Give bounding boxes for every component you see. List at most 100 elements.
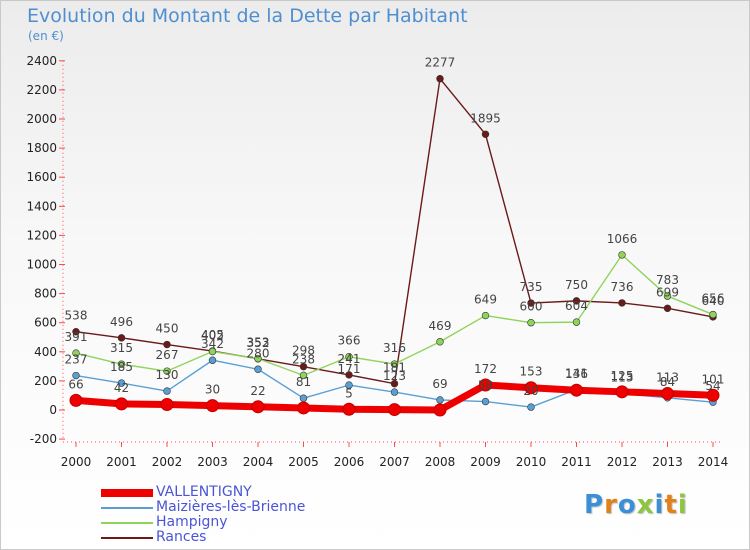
data-point	[709, 310, 717, 319]
data-point	[572, 318, 581, 326]
data-label: 42	[114, 381, 129, 395]
data-point	[208, 347, 217, 356]
data-point	[69, 393, 83, 407]
data-label: 125	[611, 369, 634, 383]
data-label: 185	[110, 360, 133, 374]
data-point	[570, 383, 583, 397]
data-point	[524, 381, 538, 395]
data-label: 181	[383, 361, 406, 375]
y-tick-label: 0	[49, 403, 57, 417]
data-label: 298	[292, 344, 315, 358]
data-label: 353	[247, 336, 270, 350]
data-point	[254, 354, 262, 363]
data-point	[618, 299, 626, 307]
data-point	[72, 349, 80, 357]
data-point	[345, 371, 353, 379]
data-point	[345, 353, 353, 361]
data-label: 54	[705, 379, 720, 393]
data-point	[117, 360, 126, 368]
data-point	[527, 319, 535, 327]
data-label: 405	[201, 328, 224, 342]
chart-subtitle: (en €)	[28, 29, 64, 43]
data-label: 101	[702, 372, 725, 386]
x-tick-label: 2001	[106, 455, 137, 469]
y-tick-label: 200	[34, 374, 57, 388]
data-label: 538	[65, 309, 88, 323]
data-label: 469	[429, 319, 452, 333]
data-label: 66	[68, 377, 83, 391]
y-tick-label: -200	[30, 432, 57, 446]
data-label: 640	[702, 294, 725, 308]
data-point	[208, 356, 217, 364]
data-label: 81	[296, 375, 311, 389]
x-tick-label: 2000	[61, 455, 92, 469]
data-point	[436, 396, 444, 404]
x-tick-label: 2006	[334, 455, 365, 469]
data-label: 649	[474, 293, 497, 307]
data-label: 136	[565, 367, 588, 381]
data-point	[388, 403, 401, 417]
data-label: 141	[565, 366, 588, 380]
data-point	[72, 371, 80, 380]
data-point	[481, 130, 490, 138]
data-label: 84	[660, 375, 675, 389]
data-point	[572, 297, 581, 305]
data-point	[436, 74, 444, 83]
data-point	[163, 340, 171, 349]
data-label: 366	[338, 334, 361, 348]
legend-label: Rances	[156, 529, 207, 545]
data-label: 315	[110, 341, 133, 355]
data-point	[433, 403, 447, 417]
data-point	[72, 328, 80, 336]
y-tick-label: 1800	[26, 141, 57, 155]
data-label: 172	[474, 362, 497, 376]
data-point	[481, 397, 490, 406]
data-label: 316	[383, 341, 406, 355]
data-point	[345, 381, 353, 389]
data-point	[163, 367, 171, 375]
data-point	[115, 397, 128, 411]
data-label: 2277	[425, 56, 456, 70]
data-point	[479, 378, 492, 392]
x-tick-label: 2002	[152, 455, 183, 469]
y-tick-label: 400	[34, 345, 57, 359]
y-tick-label: 1000	[26, 258, 57, 272]
data-point	[299, 394, 308, 402]
y-tick-label: 800	[34, 287, 57, 301]
data-label: 783	[656, 273, 679, 287]
data-label: 450	[156, 322, 179, 336]
data-label: 280	[247, 346, 270, 360]
data-label: 267	[156, 348, 179, 362]
legend-label: Maizières-lès-Brienne	[156, 499, 306, 515]
legend-swatch	[101, 522, 153, 524]
data-point	[390, 360, 399, 368]
logo-letter: P	[584, 490, 605, 520]
x-tick-label: 2008	[425, 455, 456, 469]
data-point	[390, 388, 399, 396]
data-label: 1066	[607, 232, 638, 246]
x-tick-label: 2009	[470, 455, 501, 469]
data-label: 30	[205, 383, 220, 397]
data-label: 735	[520, 280, 543, 294]
y-tick-label: 2000	[26, 112, 57, 126]
logo-letter: t	[664, 490, 678, 520]
x-tick-label: 2003	[197, 455, 228, 469]
y-tick-label: 2200	[26, 83, 57, 97]
data-point	[663, 292, 672, 300]
data-point	[251, 400, 265, 414]
data-label: 20	[523, 384, 538, 398]
data-point	[163, 387, 171, 395]
y-tick-label: 1400	[26, 199, 57, 213]
data-label: 496	[110, 315, 133, 329]
chart-title: Evolution du Montant de la Dette par Hab…	[27, 5, 468, 27]
data-point	[297, 401, 310, 415]
data-point	[160, 397, 174, 411]
proxiti-logo: Proxiti	[584, 490, 688, 520]
data-label: 600	[520, 300, 543, 314]
data-label: 352	[247, 336, 270, 350]
data-point	[254, 365, 262, 373]
data-label: 736	[611, 280, 634, 294]
data-label: 342	[201, 337, 224, 351]
